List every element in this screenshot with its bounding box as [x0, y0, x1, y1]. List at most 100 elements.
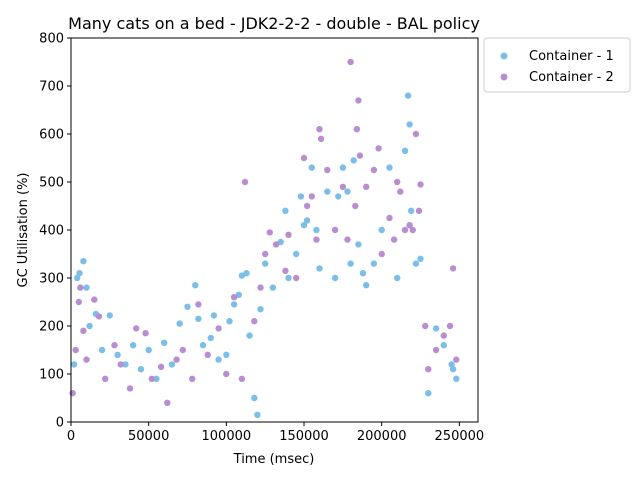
point-series-1	[404, 92, 412, 99]
point-series-2	[344, 236, 351, 243]
x-tick-label: 0	[67, 429, 75, 444]
point-series-1	[257, 306, 264, 313]
point-series-2	[117, 361, 124, 368]
point-series-1	[331, 274, 339, 282]
point-series-2	[95, 313, 103, 320]
point-series-2	[69, 390, 76, 397]
point-series-2	[91, 296, 98, 303]
point-series-2	[386, 214, 393, 222]
point-series-1	[215, 356, 222, 363]
point-series-2	[347, 58, 354, 66]
point-series-1	[355, 241, 362, 248]
point-series-1	[293, 250, 300, 258]
point-series-1	[313, 226, 320, 234]
point-series-1	[137, 366, 145, 373]
point-series-1	[70, 361, 78, 368]
point-series-2	[353, 126, 360, 133]
point-series-1	[246, 332, 253, 339]
point-series-1	[80, 258, 87, 265]
point-series-1	[122, 361, 129, 368]
legend: Container - 1 Container - 2	[483, 37, 631, 93]
legend-marker-container-2	[500, 73, 508, 81]
point-series-1	[254, 411, 261, 418]
point-series-1	[359, 270, 367, 277]
point-series-2	[370, 166, 378, 174]
point-series-2	[331, 226, 339, 234]
point-series-2	[83, 356, 90, 363]
point-series-1	[251, 394, 258, 402]
point-series-1	[114, 351, 121, 358]
point-series-2	[355, 97, 362, 104]
point-series-2	[111, 342, 118, 349]
y-tick-label: 700	[39, 80, 64, 95]
point-series-2	[293, 274, 300, 282]
point-series-1	[285, 274, 292, 282]
point-series-2	[257, 284, 264, 291]
point-series-1	[401, 147, 409, 154]
point-series-2	[223, 370, 230, 378]
point-series-1	[145, 346, 152, 354]
point-series-2	[308, 193, 315, 200]
point-series-1	[243, 270, 250, 277]
point-series-1	[440, 342, 447, 349]
point-series-2	[425, 366, 432, 373]
point-series-2	[324, 166, 331, 174]
point-series-2	[432, 346, 440, 354]
point-series-1	[129, 342, 137, 349]
legend-box	[483, 37, 631, 93]
point-series-2	[251, 318, 258, 325]
point-series-1	[98, 346, 106, 354]
point-series-2	[272, 241, 280, 248]
point-series-1	[412, 260, 420, 267]
point-series-1	[297, 193, 305, 200]
point-series-2	[238, 375, 246, 382]
point-series-2	[157, 363, 165, 370]
point-series-1	[378, 226, 385, 234]
point-series-1	[386, 164, 393, 171]
point-series-1	[230, 301, 238, 308]
point-series-1	[303, 217, 311, 224]
point-series-1	[453, 375, 460, 382]
point-series-1	[207, 334, 214, 342]
point-series-1	[406, 121, 413, 128]
y-tick-label: 400	[39, 224, 64, 239]
point-series-1	[350, 157, 357, 164]
point-series-1	[363, 282, 370, 289]
point-series-2	[189, 375, 196, 382]
point-series-2	[417, 181, 424, 188]
point-series-2	[415, 207, 423, 214]
point-series-1	[184, 303, 191, 310]
point-series-2	[204, 351, 211, 358]
point-series-2	[164, 399, 171, 406]
point-series-1	[324, 188, 331, 195]
point-series-1	[432, 325, 440, 332]
point-series-1	[449, 366, 457, 373]
point-series-1	[316, 265, 323, 272]
point-series-1	[300, 222, 308, 229]
legend-label-container-1: Container - 1	[529, 49, 614, 64]
point-series-1	[199, 342, 207, 349]
points-layer	[69, 58, 460, 418]
point-series-2	[409, 226, 416, 234]
point-series-2	[262, 250, 269, 258]
y-tick-label: 0	[56, 416, 64, 431]
point-series-2	[449, 265, 457, 272]
point-series-2	[142, 330, 149, 337]
point-series-1	[168, 361, 176, 368]
x-tick-label: 50000	[128, 429, 169, 444]
y-tick-label: 300	[39, 272, 64, 287]
point-series-2	[282, 267, 289, 274]
point-series-2	[352, 202, 359, 210]
point-series-1	[235, 291, 242, 298]
y-tick-label: 500	[39, 176, 64, 191]
point-series-1	[339, 164, 347, 171]
y-tick-label: 100	[39, 368, 64, 383]
point-series-2	[375, 145, 382, 152]
point-series-2	[356, 152, 364, 159]
point-series-2	[406, 222, 413, 229]
x-tick-label: 150000	[279, 429, 329, 444]
y-axis-ticks: 0 100 200 300 400 500 600 700 800	[39, 32, 71, 431]
point-series-1	[262, 260, 269, 267]
point-series-2	[397, 188, 404, 195]
